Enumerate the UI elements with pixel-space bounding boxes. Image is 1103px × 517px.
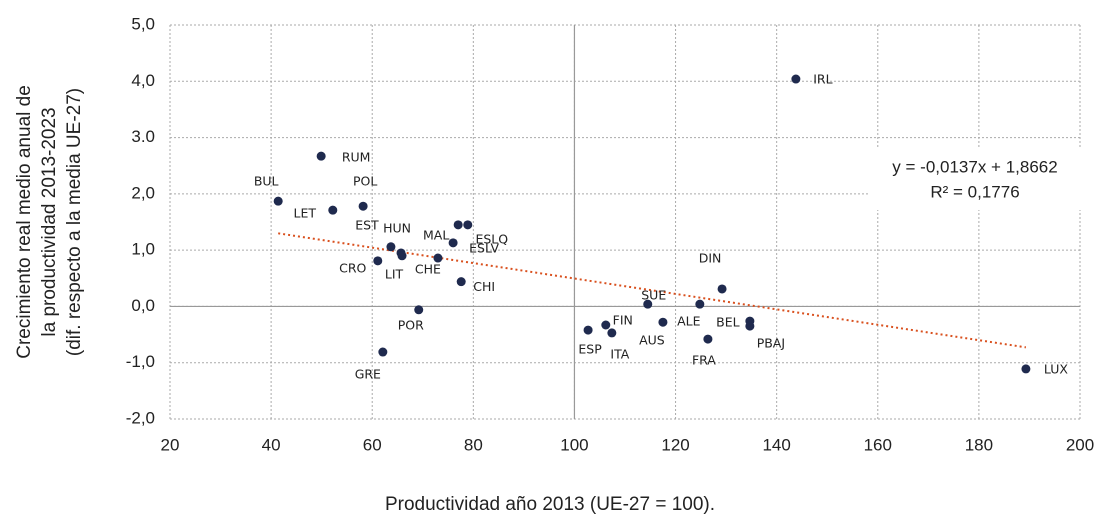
x-tick-label: 40 — [262, 435, 281, 454]
point — [601, 320, 611, 330]
point-label: CHE — [415, 262, 441, 277]
point — [358, 201, 368, 211]
point-label: ALE — [677, 314, 701, 329]
point-label: IRL — [813, 72, 832, 87]
equation: y = -0,0137x + 1,8662 — [892, 157, 1057, 176]
point-label: AUS — [639, 333, 665, 348]
point-label: PBAJ — [757, 336, 785, 351]
point-label: ITA — [610, 346, 629, 361]
equation-box — [868, 148, 1082, 210]
point-label: POR — [398, 317, 424, 332]
point-label: CHI — [473, 279, 495, 294]
point-label: MAL — [423, 227, 449, 242]
point-label: CRO — [339, 260, 366, 275]
point-label: DIN — [699, 250, 722, 265]
point — [745, 321, 755, 331]
point — [453, 220, 463, 230]
point — [448, 238, 458, 248]
point — [643, 299, 653, 309]
x-tick-label: 200 — [1066, 435, 1094, 454]
x-tick-label: 120 — [661, 435, 689, 454]
x-tick-label: 180 — [965, 435, 993, 454]
point-label: SUE — [641, 288, 666, 303]
point — [791, 74, 801, 84]
y-axis-title: (dif. respecto a la media UE-27) — [64, 88, 85, 356]
x-tick-label: 140 — [762, 435, 790, 454]
point — [583, 325, 593, 335]
point — [378, 347, 388, 357]
y-tick-label: 5,0 — [131, 14, 155, 33]
y-tick-label: 1,0 — [131, 240, 155, 259]
point — [316, 151, 326, 161]
point-label: ESLQ — [475, 231, 508, 246]
point — [328, 205, 338, 215]
point-label: RUM — [342, 150, 371, 165]
y-tick-label: -1,0 — [126, 352, 155, 371]
y-tick-label: -2,0 — [126, 408, 155, 427]
point — [397, 251, 407, 261]
point-label: BUL — [254, 174, 279, 189]
point — [717, 284, 727, 294]
y-tick-label: 0,0 — [131, 296, 155, 315]
point-label: LET — [294, 206, 317, 221]
point — [273, 196, 283, 206]
point-label: FRA — [692, 353, 716, 368]
point — [1021, 364, 1031, 374]
point-label: GRE — [355, 367, 381, 382]
point-label: EST — [355, 217, 379, 232]
point-label: ESLV — [469, 240, 499, 255]
y-tick-label: 2,0 — [131, 183, 155, 202]
y-axis-title: la productividad 2013-2023 — [39, 107, 60, 336]
r-squared: R² = 0,1776 — [930, 182, 1019, 201]
point-label: LUX — [1044, 361, 1068, 376]
point — [658, 317, 668, 327]
point — [607, 328, 617, 338]
x-axis-title: Productividad año 2013 (UE-27 = 100). — [385, 494, 715, 515]
point-label: FIN — [613, 313, 633, 328]
point-label: POL — [353, 174, 377, 189]
point — [463, 220, 473, 230]
x-tick-label: 60 — [363, 435, 382, 454]
point — [703, 334, 713, 344]
point — [386, 242, 396, 252]
point — [414, 305, 424, 315]
point-label: BEL — [716, 315, 739, 330]
point — [456, 277, 466, 287]
point — [373, 256, 383, 266]
point — [695, 299, 705, 309]
point — [433, 253, 443, 263]
x-tick-label: 160 — [864, 435, 892, 454]
y-axis-title: Crecimiento real medio anual de — [14, 85, 35, 359]
point-label: LIT — [385, 266, 404, 281]
y-tick-label: 3.0 — [131, 127, 155, 146]
x-tick-label: 100 — [560, 435, 588, 454]
x-tick-label: 80 — [464, 435, 483, 454]
y-tick-label: 4,0 — [131, 71, 155, 90]
point-label: ESP — [578, 342, 602, 357]
x-tick-label: 20 — [161, 435, 180, 454]
point-label: HUN — [383, 220, 411, 235]
